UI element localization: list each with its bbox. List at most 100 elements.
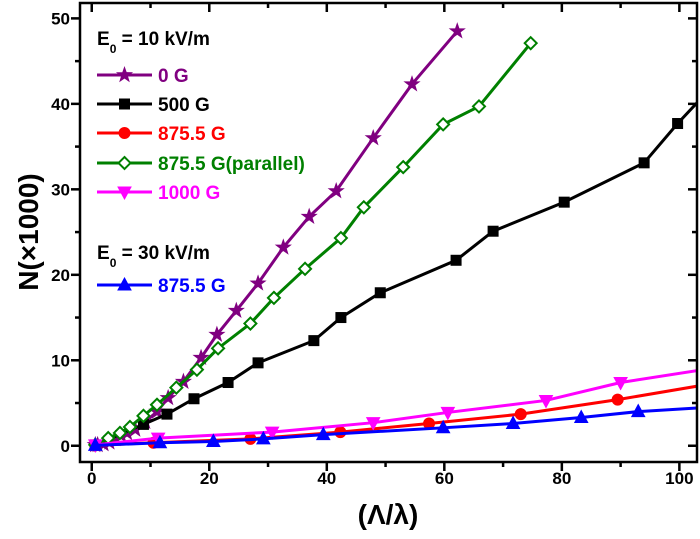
legend-label: 0 G [158, 66, 189, 87]
data-point [188, 393, 200, 405]
data-point [514, 408, 527, 421]
legend-title: E0 = 30 kV/m [97, 243, 210, 270]
data-point [315, 426, 331, 441]
data-point [403, 75, 421, 92]
series-line [95, 30, 459, 447]
series-0 [86, 22, 466, 453]
legend-label: 1000 G [158, 183, 220, 204]
data-point [365, 417, 381, 431]
x-tick-label: 60 [435, 469, 454, 488]
data-point [435, 116, 451, 132]
data-point [255, 430, 271, 445]
data-point [222, 377, 234, 389]
data-point [333, 230, 349, 246]
data-point [471, 99, 487, 114]
legend-item: 500 G [97, 95, 210, 116]
data-point [252, 357, 264, 369]
data-point [630, 403, 646, 418]
legend-marker-icon [119, 98, 130, 110]
legend-label: 500 G [158, 95, 210, 116]
data-point [227, 301, 245, 319]
data-point [374, 287, 386, 299]
data-point [206, 433, 221, 447]
data-point [87, 437, 103, 451]
data-point [112, 425, 128, 441]
legend-title: E0 = 10 kV/m [97, 29, 210, 56]
data-point [249, 274, 267, 291]
data-point [122, 419, 138, 435]
x-tick-label: 20 [200, 469, 219, 488]
data-point [573, 409, 589, 424]
data-point [159, 388, 177, 406]
data-point [274, 238, 292, 255]
x-axis-label: (Λ/λ) [358, 499, 419, 530]
data-point [327, 182, 345, 199]
legend-marker-icon [117, 186, 132, 201]
x-tick-label: 40 [317, 469, 336, 488]
data-point [448, 22, 466, 39]
data-point [161, 408, 173, 420]
x-tick-label: 100 [665, 469, 693, 488]
data-point [395, 159, 411, 175]
data-point [266, 290, 282, 306]
x-tick-label: 0 [87, 469, 96, 488]
legend-marker-icon [117, 155, 132, 171]
data-point [638, 157, 650, 169]
y-tick-label: 50 [51, 9, 70, 28]
data-point [558, 196, 570, 208]
legend-label: 875.5 G(parallel) [158, 154, 305, 175]
y-tick-label: 30 [51, 180, 70, 199]
data-point [435, 419, 451, 434]
legend: E0 = 10 kV/m 0 G 500 G 875.5 G 875.5 G(paral… [97, 29, 305, 297]
data-point [356, 199, 372, 215]
data-point [152, 434, 168, 449]
data-point [168, 380, 184, 396]
legend-item: 1000 G [97, 183, 220, 204]
data-point [672, 118, 684, 130]
data-point [136, 408, 151, 424]
data-point [613, 377, 628, 391]
data-point [538, 394, 554, 409]
data-point [149, 397, 165, 413]
x-tick-label: 80 [552, 469, 571, 488]
series-line [95, 406, 697, 447]
legend-label: 875.5 G [158, 124, 226, 145]
data-point [450, 254, 462, 266]
series-5 [87, 403, 697, 451]
data-point [297, 261, 313, 277]
data-point [210, 340, 226, 356]
series-3 [87, 35, 539, 453]
data-point [189, 362, 205, 378]
y-tick-label: 10 [51, 351, 70, 370]
data-point [364, 129, 382, 146]
legend-marker-icon [117, 276, 132, 291]
series-line [95, 369, 697, 447]
legend-marker-icon [118, 127, 131, 139]
y-axis-label: N(×1000) [13, 173, 44, 291]
data-point [335, 312, 347, 324]
y-tick-label: 20 [51, 266, 70, 285]
data-point [611, 393, 624, 406]
legend-label: 875.5 G [158, 276, 226, 297]
legend-item: 875.5 G [97, 124, 226, 145]
data-point [300, 207, 318, 224]
data-point [505, 415, 521, 430]
data-point [264, 426, 280, 441]
data-point [487, 225, 499, 237]
legend-item: 875.5 G [97, 276, 226, 297]
legend-marker-icon [115, 65, 134, 83]
data-point [308, 335, 320, 347]
data-point [242, 316, 258, 331]
data-point [208, 325, 226, 342]
y-tick-label: 0 [61, 437, 70, 456]
data-point [440, 406, 456, 421]
legend-item: 875.5 G(parallel) [97, 154, 305, 175]
series-4 [87, 369, 697, 453]
y-tick-label: 40 [51, 95, 70, 114]
series-layer [86, 22, 697, 453]
legend-item: 0 G [97, 65, 189, 87]
data-point [192, 348, 210, 366]
ticks-layer: 0 20 40 60 80 100 0 10 20 30 40 50 [51, 3, 697, 488]
data-point [523, 35, 539, 51]
